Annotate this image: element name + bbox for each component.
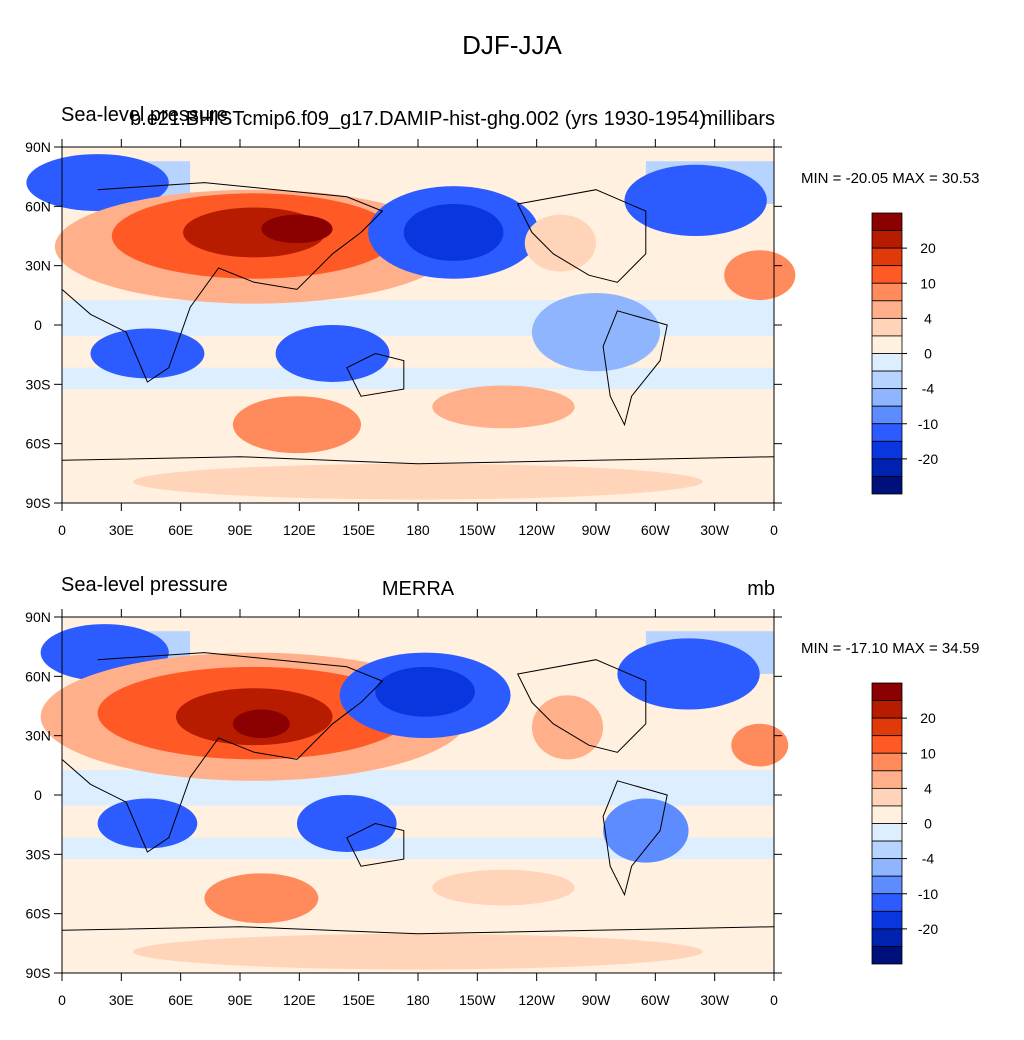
- lon-tick-label: 60E: [168, 522, 193, 538]
- colorbar-swatch: [871, 787, 903, 807]
- panel-units: millibars: [701, 108, 775, 130]
- lon-tick-label: 180: [406, 522, 430, 538]
- lon-tick-label: 90E: [228, 522, 253, 538]
- colorbar-label: 4: [924, 780, 932, 796]
- lat-tick-label: 60S: [26, 906, 51, 922]
- colorbar-swatch: [871, 682, 903, 701]
- lon-tick-label: 150W: [459, 992, 496, 1008]
- colorbar-swatch: [871, 300, 903, 319]
- lon-tick-label: 0: [770, 522, 778, 538]
- colorbar-swatch: [871, 476, 903, 495]
- colorbar-label: -4: [922, 381, 935, 397]
- lon-tick-label: 150E: [342, 522, 375, 538]
- colorbar-swatch: [871, 317, 903, 337]
- panel-units: mb: [747, 578, 775, 600]
- colorbar-swatch: [871, 805, 903, 824]
- lon-tick-label: 90W: [582, 522, 612, 538]
- panel-left-title: Sea-level pressure: [61, 574, 228, 596]
- colorbar-label: 10: [920, 745, 936, 761]
- lat-tick-label: 60N: [25, 198, 51, 214]
- lat-tick-label: 90S: [26, 965, 51, 981]
- lon-tick-label: 120W: [518, 522, 555, 538]
- colorbar-swatch: [871, 458, 903, 477]
- colorbar-swatch: [871, 282, 903, 302]
- lat-tick-label: 30S: [26, 376, 51, 392]
- lon-tick-label: 180: [406, 992, 430, 1008]
- colorbar-swatch: [871, 388, 903, 407]
- lat-tick-label: 0: [34, 317, 42, 333]
- lat-tick-label: 90N: [25, 609, 51, 625]
- map-svg: 0 30E 60E 90E 120E 150E 180 150W 120W 90W 60W 30W 09…: [25, 609, 938, 1008]
- colorbar-swatch: [871, 230, 903, 249]
- panel-center-title: MERRA: [381, 578, 455, 600]
- colorbar-swatch: [871, 700, 903, 719]
- colorbar-label: 4: [924, 310, 932, 326]
- lon-tick-label: 150W: [459, 522, 496, 538]
- colorbar-swatch: [871, 265, 903, 284]
- colorbar-label: 0: [924, 346, 932, 362]
- lat-tick-label: 90S: [26, 495, 51, 511]
- colorbar-label: -4: [922, 851, 935, 867]
- colorbar-swatch: [871, 370, 903, 390]
- colorbar-swatch: [871, 823, 903, 842]
- colorbar-swatch: [871, 893, 903, 912]
- lon-tick-label: 30W: [700, 522, 730, 538]
- lat-tick-label: 30N: [25, 728, 51, 744]
- lat-tick-label: 60N: [25, 668, 51, 684]
- lat-tick-label: 60S: [26, 436, 51, 452]
- lon-tick-label: 0: [770, 992, 778, 1008]
- lon-tick-label: 30E: [109, 522, 134, 538]
- lat-tick-label: 90N: [25, 139, 51, 155]
- map-panel-model: Sea-level pressure b.e21.BHISTcmip6.f09_…: [0, 100, 1024, 570]
- colorbar-swatch: [871, 440, 903, 460]
- colorbar-swatch: [871, 875, 903, 895]
- colorbar-swatch: [871, 423, 903, 442]
- colorbar-swatch: [871, 353, 903, 372]
- figure-title: DJF-JJA: [462, 30, 562, 60]
- colorbar-swatch: [871, 735, 903, 754]
- colorbar-label: 20: [920, 240, 936, 256]
- lat-tick-label: 30N: [25, 258, 51, 274]
- colorbar-swatch: [871, 405, 903, 425]
- lon-tick-label: 30W: [700, 992, 730, 1008]
- lon-tick-label: 60W: [641, 522, 671, 538]
- panel-minmax: MIN = -20.05 MAX = 30.53: [801, 170, 980, 187]
- colorbar-swatch: [871, 770, 903, 789]
- colorbar-label: 20: [920, 710, 936, 726]
- lon-tick-label: 0: [58, 992, 66, 1008]
- colorbar-label: 0: [924, 816, 932, 832]
- lon-tick-label: 120E: [283, 522, 316, 538]
- panel-left-title: Sea-level pressure: [61, 104, 228, 126]
- lon-tick-label: 60E: [168, 992, 193, 1008]
- lon-tick-label: 150E: [342, 992, 375, 1008]
- colorbar-swatch: [871, 840, 903, 860]
- lon-tick-label: 60W: [641, 992, 671, 1008]
- map-panel-merra: Sea-level pressure MERRA mb MIN = -17.10…: [0, 570, 1024, 1040]
- colorbar-swatch: [871, 335, 903, 354]
- lat-tick-label: 30S: [26, 846, 51, 862]
- colorbar-label: -20: [918, 451, 938, 467]
- lon-tick-label: 120E: [283, 992, 316, 1008]
- lon-tick-label: 90W: [582, 992, 612, 1008]
- lon-tick-label: 90E: [228, 992, 253, 1008]
- lon-tick-label: 0: [58, 522, 66, 538]
- colorbar-swatch: [871, 858, 903, 877]
- colorbar-label: -10: [918, 886, 938, 902]
- colorbar-swatch: [871, 247, 903, 267]
- colorbar-swatch: [871, 946, 903, 965]
- lon-tick-label: 120W: [518, 992, 555, 1008]
- colorbar-label: -20: [918, 921, 938, 937]
- lon-tick-label: 30E: [109, 992, 134, 1008]
- colorbar-swatch: [871, 717, 903, 737]
- colorbar-label: 10: [920, 275, 936, 291]
- panel-minmax: MIN = -17.10 MAX = 34.59: [801, 640, 980, 657]
- colorbar-label: -10: [918, 416, 938, 432]
- colorbar-swatch: [871, 212, 903, 231]
- panel-center-title: b.e21.BHISTcmip6.f09_g17.DAMIP-hist-ghg.…: [130, 108, 706, 130]
- colorbar-swatch: [871, 752, 903, 772]
- lat-tick-label: 0: [34, 787, 42, 803]
- colorbar-swatch: [871, 928, 903, 947]
- colorbar-swatch: [871, 910, 903, 930]
- map-svg: 0 30E 60E 90E 120E 150E 180 150W 120W 90W 60W 30W 09…: [25, 139, 938, 538]
